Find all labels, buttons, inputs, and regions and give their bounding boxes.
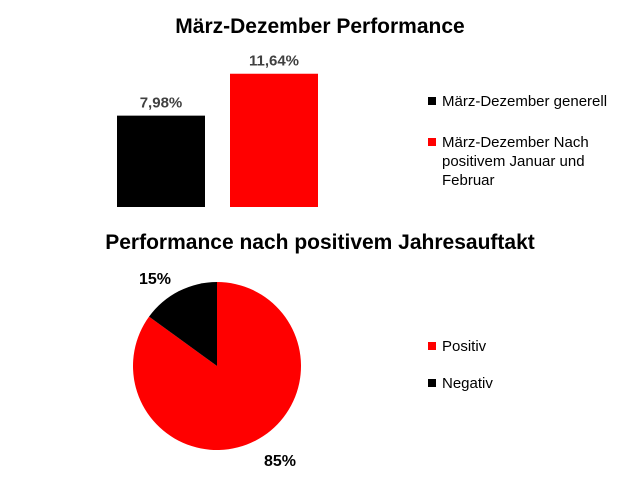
pie-value-label-positiv: 85% [264,453,296,470]
legend-item-generell: März-Dezember generell [428,92,628,111]
legend-label-negativ: Negativ [442,375,493,392]
legend-swatch-black [428,97,436,105]
legend-swatch-red [428,342,436,350]
bar-2 [230,73,318,208]
pie-chart-legend: Positiv Negativ [428,337,578,393]
legend-label-positiv: Positiv [442,338,487,355]
pie-chart-title: Performance nach positivem Jahresauftakt [105,231,535,254]
bar-1 [117,115,205,207]
legend-swatch-black [428,379,436,387]
bar-chart-title: März-Dezember Performance [175,15,465,38]
bar-value-label-1: 7,98% [140,95,183,112]
pie-slice-negativ [149,282,217,366]
legend-item-positiv: Positiv [428,337,578,356]
legend-item-negativ: Negativ [428,374,578,393]
bar-chart-legend: März-Dezember generell März-Dezember Nac… [428,92,628,190]
pie-value-label-negativ: 15% [139,271,171,288]
legend-swatch-red [428,138,436,146]
bar-value-label-2: 11,64% [249,53,299,70]
legend-item-nach-positivem: März-Dezember Nach positivem Januar und … [428,133,628,190]
legend-label-generell: März-Dezember generell [442,93,608,110]
legend-label-nach-positivem: März-Dezember Nach positivem Januar und … [442,134,589,189]
